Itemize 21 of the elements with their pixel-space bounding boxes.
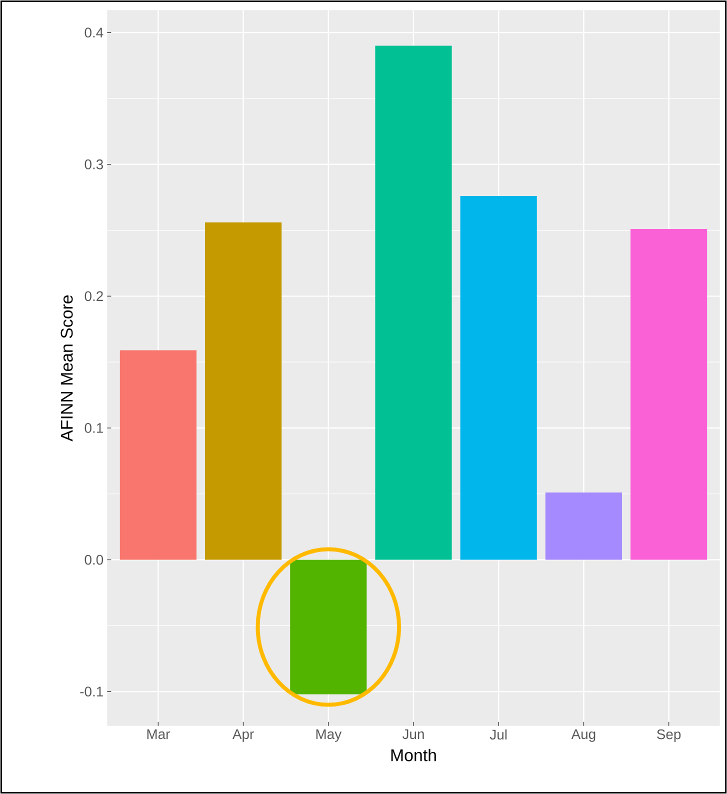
x-tick-label: Jun	[402, 729, 424, 740]
y-tick-label: 0.3	[84, 159, 103, 170]
y-tick-label: 0.4	[84, 28, 104, 38]
bar	[630, 228, 708, 560]
bar	[460, 196, 537, 560]
x-tick-label: May	[316, 729, 342, 742]
bar	[375, 46, 452, 560]
x-tick-label: Sep	[657, 729, 681, 742]
bar	[120, 350, 196, 560]
y-tick-label: 0.1	[84, 423, 103, 433]
x-tick-label: Mar	[147, 729, 170, 740]
x-tick-label: Apr	[232, 729, 254, 742]
y-tick-label: 0.2	[84, 291, 103, 302]
y-tick-label: -0.1	[80, 686, 103, 697]
x-axis-title: Month	[391, 748, 436, 762]
bar	[545, 492, 622, 560]
x-tick-label: Jul	[490, 729, 507, 740]
bar	[204, 222, 282, 560]
x-tick-label: Aug	[571, 729, 596, 742]
y-axis-title: AFINN Mean Score	[60, 295, 73, 442]
y-tick-label: 0.0	[84, 554, 104, 565]
